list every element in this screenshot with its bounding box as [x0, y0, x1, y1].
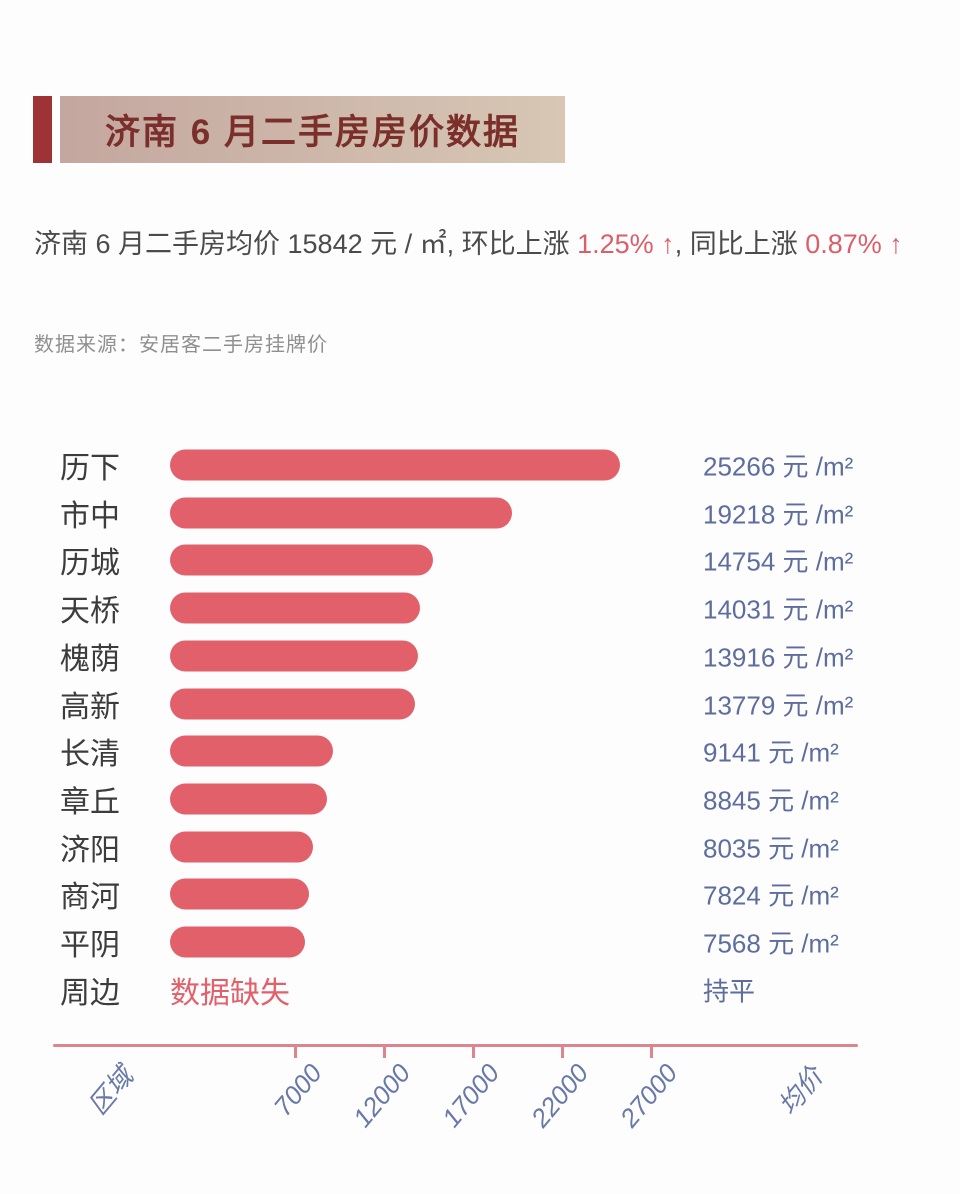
axis-tick-label: 12000 — [347, 1058, 417, 1133]
district-label: 槐荫 — [60, 642, 120, 676]
price-value: 8845 元 /m² — [703, 785, 839, 816]
district-label: 市中 — [60, 499, 120, 533]
price-value: 7568 元 /m² — [703, 928, 839, 959]
price-bar — [170, 735, 333, 767]
axis-tick — [382, 1047, 386, 1058]
chart-row: 高新 13779 元 /m² — [0, 680, 960, 728]
price-value: 25266 元 /m² — [703, 451, 854, 482]
district-label: 济阳 — [60, 833, 120, 867]
chart-row: 平阴 7568 元 /m² — [0, 918, 960, 966]
price-value: 13916 元 /m² — [703, 642, 854, 673]
price-value: 14031 元 /m² — [703, 594, 854, 625]
price-bar — [170, 783, 327, 815]
axis-tick — [293, 1047, 297, 1058]
axis-tick-label: 22000 — [525, 1058, 595, 1133]
price-value: 19218 元 /m² — [703, 499, 854, 530]
chart-row: 历城 14754 元 /m² — [0, 536, 960, 584]
price-bar — [170, 926, 305, 958]
district-label: 历城 — [60, 547, 120, 581]
axis-tick — [560, 1047, 564, 1058]
page-title: 济南 6 月二手房房价数据 — [105, 113, 520, 152]
summary-line: 济南 6 月二手房均价 15842 元 / ㎡, 环比上涨 1.25% ↑, 同… — [34, 222, 934, 261]
chart-row: 周边 数据缺失 持平 — [0, 966, 960, 1014]
axis-tick — [471, 1047, 475, 1058]
price-value: 13779 元 /m² — [703, 690, 854, 720]
price-bar — [170, 831, 313, 863]
chart-row: 长清 9141 元 /m² — [0, 727, 960, 775]
price-value: 7824 元 /m² — [703, 880, 839, 911]
axis-left-label: 区域 — [82, 1061, 139, 1121]
district-label: 高新 — [60, 690, 120, 724]
price-value: 14754 元 /m² — [703, 546, 854, 577]
chart-row: 商河 7824 元 /m² — [0, 870, 960, 918]
price-bar — [170, 497, 512, 529]
district-label: 历下 — [60, 452, 120, 485]
price-bar — [170, 640, 418, 672]
chart-row: 槐荫 13916 元 /m² — [0, 632, 960, 680]
yoy-change-value: 0.87% ↑ — [805, 229, 903, 259]
data-source-note: 数据来源：安居客二手房挂牌价 — [34, 334, 328, 356]
missing-data-text: 数据缺失 — [170, 976, 290, 1010]
price-bar — [170, 544, 433, 576]
price-bar — [170, 688, 415, 719]
price-value: 9141 元 /m² — [703, 737, 839, 768]
chart-row: 天桥 14031 元 /m² — [0, 584, 960, 632]
axis-tick-label: 17000 — [436, 1058, 506, 1133]
mom-change-value: 1.25% ↑ — [577, 229, 675, 259]
district-label: 长清 — [60, 738, 120, 772]
chart-row: 历下 25266 元 /m² — [0, 441, 960, 489]
chart-row: 济阳 8035 元 /m² — [0, 823, 960, 871]
price-bar — [170, 878, 309, 910]
district-label: 商河 — [60, 881, 120, 915]
district-label: 天桥 — [60, 595, 120, 629]
chart-row: 市中 19218 元 /m² — [0, 489, 960, 537]
title-banner: 济南 6 月二手房房价数据 — [60, 96, 565, 163]
axis-right-label: 均价 — [772, 1061, 829, 1121]
price-value: 8035 元 /m² — [703, 833, 839, 864]
district-label: 章丘 — [60, 785, 120, 819]
title-accent-bar — [33, 96, 52, 163]
district-label: 周边 — [60, 976, 120, 1010]
district-label: 平阴 — [60, 929, 120, 962]
summary-text-part2: , 同比上涨 — [674, 229, 806, 259]
axis-tick-label: 27000 — [614, 1058, 684, 1133]
price-bar — [170, 592, 420, 624]
axis-tick — [649, 1047, 653, 1058]
axis-tick-label: 7000 — [267, 1058, 328, 1122]
x-axis-line — [53, 1044, 858, 1047]
price-bar — [170, 449, 620, 481]
chart-row: 章丘 8845 元 /m² — [0, 775, 960, 823]
summary-text-part1: 济南 6 月二手房均价 15842 元 / ㎡, 环比上涨 — [34, 229, 578, 259]
flat-price-text: 持平 — [703, 976, 756, 1007]
